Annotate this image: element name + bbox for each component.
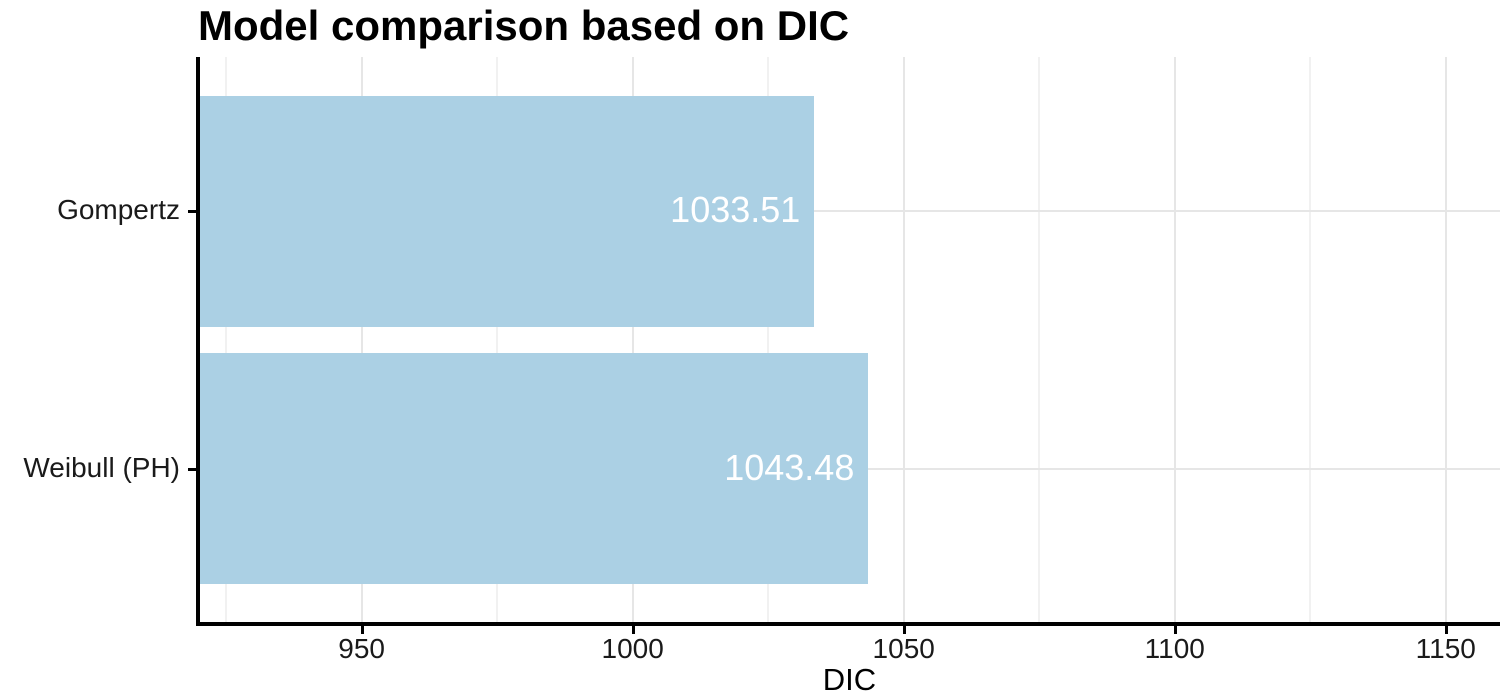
x-tick-mark-1050 <box>902 626 906 634</box>
x-tick-mark-1100 <box>1173 626 1177 634</box>
y-tick-mark-gompertz <box>188 210 199 214</box>
bar-value-label-weibull-ph: 1043.48 <box>724 446 855 488</box>
x-tick-mark-1150 <box>1444 626 1448 634</box>
gridline-major-x-1100 <box>1173 57 1176 623</box>
gridline-major-y-gompertz <box>199 210 1500 213</box>
gridline-minor-x-925 <box>225 57 228 623</box>
x-tick-label-950: 950 <box>338 633 385 664</box>
bar-value-label-gompertz: 1033.51 <box>670 189 801 231</box>
x-tick-label-1100: 1100 <box>1144 633 1205 664</box>
y-tick-label-gompertz: Gompertz <box>57 194 180 226</box>
bar-weibull-ph <box>199 352 869 585</box>
gridline-major-x-1150 <box>1444 57 1447 623</box>
x-tick-mark-1000 <box>631 626 635 634</box>
plot-panel: 1033.51 1043.48 <box>199 57 1500 623</box>
x-tick-label-1000: 1000 <box>601 633 664 664</box>
gridline-minor-x-975 <box>496 57 499 623</box>
y-tick-label-weibull-ph: Weibull (PH) <box>23 451 180 483</box>
gridline-major-x-1000 <box>631 57 634 623</box>
gridline-major-x-1050 <box>902 57 905 623</box>
gridline-minor-x-1075 <box>1038 57 1041 623</box>
x-tick-label-1150: 1150 <box>1415 633 1476 664</box>
x-tick-label-1050: 1050 <box>872 633 935 664</box>
x-axis-title: DIC <box>822 662 877 697</box>
chart-title: Model comparison based on DIC <box>198 2 850 49</box>
y-axis-line <box>196 57 200 626</box>
y-tick-mark-weibull-ph <box>188 467 199 471</box>
gridline-minor-x-1125 <box>1309 57 1312 623</box>
gridline-major-x-950 <box>360 57 363 623</box>
x-tick-mark-950 <box>360 626 364 634</box>
gridline-minor-x-1025 <box>767 57 770 623</box>
x-axis-line <box>196 622 1500 626</box>
bar-gompertz <box>199 95 815 328</box>
